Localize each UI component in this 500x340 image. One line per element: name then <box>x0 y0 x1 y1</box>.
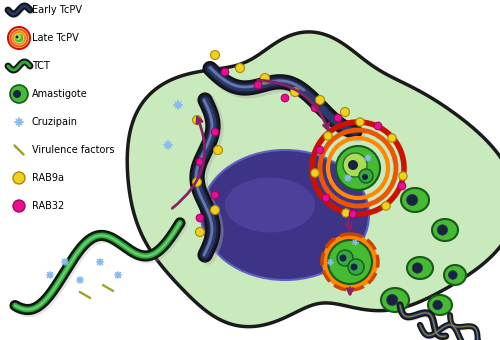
Circle shape <box>354 241 356 243</box>
Circle shape <box>311 104 319 112</box>
Circle shape <box>10 85 28 103</box>
Circle shape <box>340 255 346 261</box>
Circle shape <box>350 264 358 271</box>
Circle shape <box>192 177 202 187</box>
Circle shape <box>15 34 21 40</box>
Circle shape <box>437 225 448 235</box>
Circle shape <box>236 64 244 72</box>
Circle shape <box>176 104 180 106</box>
Circle shape <box>356 118 364 126</box>
Circle shape <box>166 143 170 146</box>
Text: Virulence factors: Virulence factors <box>32 145 114 155</box>
Circle shape <box>322 194 330 202</box>
Circle shape <box>343 153 367 177</box>
Text: RAB32: RAB32 <box>32 201 64 211</box>
Circle shape <box>398 182 406 190</box>
Ellipse shape <box>401 188 429 212</box>
Circle shape <box>196 158 204 166</box>
Circle shape <box>340 107 349 117</box>
Text: Cruzipain: Cruzipain <box>32 117 78 127</box>
Circle shape <box>388 134 396 142</box>
Circle shape <box>359 169 373 183</box>
Circle shape <box>311 169 319 177</box>
Circle shape <box>322 234 378 290</box>
Circle shape <box>260 73 270 83</box>
Circle shape <box>334 114 342 122</box>
Circle shape <box>210 51 220 59</box>
Circle shape <box>374 122 382 130</box>
Circle shape <box>349 210 357 218</box>
Circle shape <box>362 174 368 180</box>
Circle shape <box>98 261 102 263</box>
Circle shape <box>367 157 369 159</box>
Circle shape <box>329 261 331 263</box>
Text: Early TcPV: Early TcPV <box>32 5 82 15</box>
Circle shape <box>254 81 262 89</box>
Circle shape <box>337 250 353 266</box>
Polygon shape <box>127 32 500 327</box>
Circle shape <box>78 279 82 281</box>
Circle shape <box>342 209 350 217</box>
Ellipse shape <box>381 288 409 312</box>
Circle shape <box>324 132 332 140</box>
Text: RAB9a: RAB9a <box>32 173 64 183</box>
Circle shape <box>13 172 25 184</box>
Ellipse shape <box>201 150 369 280</box>
Ellipse shape <box>432 219 458 241</box>
Circle shape <box>18 121 20 123</box>
Circle shape <box>348 259 364 275</box>
Circle shape <box>48 274 51 276</box>
Ellipse shape <box>225 177 315 233</box>
Ellipse shape <box>428 295 452 315</box>
Circle shape <box>13 90 21 98</box>
Circle shape <box>328 240 372 284</box>
Circle shape <box>13 200 25 212</box>
Circle shape <box>382 202 390 210</box>
Circle shape <box>290 87 300 97</box>
Circle shape <box>16 35 18 38</box>
Circle shape <box>196 214 204 222</box>
Circle shape <box>399 172 407 180</box>
Ellipse shape <box>444 265 466 285</box>
Circle shape <box>214 146 222 154</box>
Text: TCT: TCT <box>32 61 50 71</box>
Ellipse shape <box>407 257 433 279</box>
Circle shape <box>406 194 418 206</box>
Circle shape <box>347 177 349 179</box>
Circle shape <box>192 116 202 124</box>
Circle shape <box>211 191 219 199</box>
Circle shape <box>348 160 358 170</box>
Circle shape <box>281 94 289 102</box>
Circle shape <box>433 300 442 310</box>
Circle shape <box>386 294 398 306</box>
Circle shape <box>210 205 220 215</box>
Circle shape <box>448 271 457 279</box>
Circle shape <box>412 263 422 273</box>
Circle shape <box>64 261 66 263</box>
Circle shape <box>336 146 380 190</box>
Text: Late TcPV: Late TcPV <box>32 33 79 43</box>
Circle shape <box>211 128 219 136</box>
Circle shape <box>196 227 204 237</box>
Circle shape <box>316 96 324 104</box>
Text: Amastigote: Amastigote <box>32 89 88 99</box>
Circle shape <box>116 274 119 276</box>
Circle shape <box>316 146 324 154</box>
Circle shape <box>14 34 24 42</box>
Circle shape <box>221 68 229 76</box>
